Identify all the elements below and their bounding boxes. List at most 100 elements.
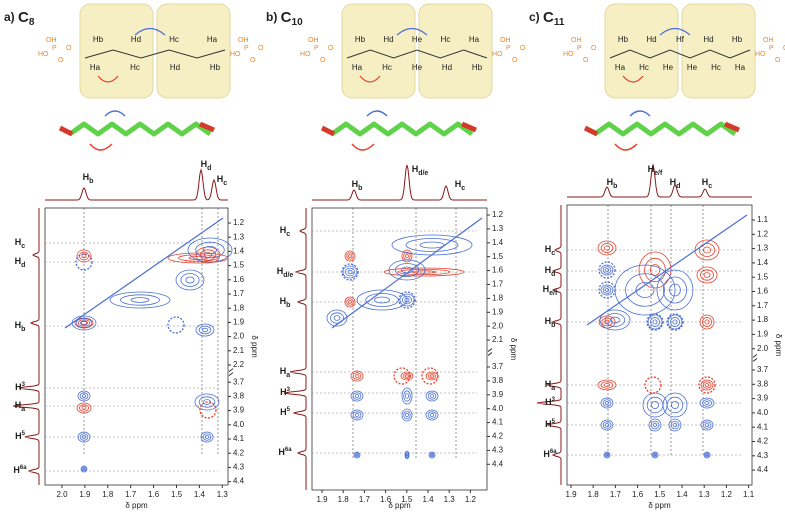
contour bbox=[702, 421, 712, 429]
peak-h: H bbox=[13, 465, 20, 475]
contour bbox=[429, 413, 435, 417]
peak-h: H bbox=[352, 179, 359, 189]
contour bbox=[638, 251, 672, 289]
contour bbox=[698, 243, 716, 257]
peak-sup: 5 bbox=[22, 431, 26, 437]
contour bbox=[405, 451, 409, 458]
y-tick-label: 1.2 bbox=[492, 210, 504, 219]
contour bbox=[350, 390, 364, 402]
phosphate-label: P bbox=[244, 45, 249, 52]
contour bbox=[600, 284, 614, 296]
contour bbox=[79, 404, 89, 412]
stick-end bbox=[583, 121, 740, 137]
x-tick-label: 1.6 bbox=[632, 490, 644, 499]
peak-label: Hc bbox=[217, 174, 228, 186]
nOe-arrow bbox=[97, 75, 119, 83]
contour bbox=[81, 406, 87, 410]
peak-h: H bbox=[702, 177, 709, 187]
contour bbox=[602, 266, 612, 274]
x-tick-label: 1.8 bbox=[102, 490, 114, 499]
contour bbox=[430, 453, 434, 457]
contour bbox=[326, 309, 348, 327]
spectrum-frame bbox=[566, 204, 753, 486]
axis-break bbox=[752, 353, 758, 362]
panel-label: a) C8 bbox=[4, 9, 35, 28]
contour bbox=[404, 374, 410, 378]
nOe-arrow bbox=[629, 110, 651, 117]
panel-label: b) C10 bbox=[266, 9, 303, 28]
y-tick-label: 4.3 bbox=[233, 463, 245, 472]
peak-label: Hd bbox=[201, 159, 212, 171]
contour bbox=[600, 397, 614, 409]
y-tick-label: 2.1 bbox=[233, 346, 245, 355]
phosphate-label: O bbox=[258, 45, 264, 52]
contour bbox=[342, 265, 358, 279]
phosphate-label: O bbox=[66, 45, 72, 52]
peak-label: Hb bbox=[83, 172, 94, 184]
peak-h: H bbox=[15, 400, 22, 410]
contour bbox=[702, 381, 712, 389]
peak-label: Hc bbox=[455, 179, 466, 191]
peak-h: H bbox=[545, 244, 552, 254]
proton-label: Hc bbox=[169, 35, 179, 44]
peak-h: H bbox=[545, 379, 552, 389]
contour bbox=[374, 296, 390, 304]
projection-trace bbox=[567, 163, 752, 198]
nOe-arrow bbox=[614, 143, 638, 151]
contour bbox=[602, 399, 612, 407]
contour bbox=[77, 319, 91, 327]
contour bbox=[81, 253, 87, 259]
peak-h: H bbox=[15, 256, 22, 266]
x-tick-label: 1.6 bbox=[380, 495, 392, 504]
y-tick-label: 1.5 bbox=[492, 252, 504, 261]
y-tick-label: 1.6 bbox=[492, 266, 504, 275]
y-tick-label: 4.0 bbox=[492, 404, 504, 413]
y-tick-label: 1.7 bbox=[492, 280, 504, 289]
contour bbox=[700, 269, 714, 281]
peak-sub: b bbox=[358, 185, 362, 192]
proton-label: Hc bbox=[130, 63, 140, 72]
contour bbox=[600, 381, 614, 389]
phosphate-label: O bbox=[250, 57, 256, 64]
peak-sub: d/e bbox=[283, 272, 293, 279]
proton-label: He bbox=[412, 63, 423, 72]
contour bbox=[662, 392, 688, 418]
peak-label: Hd bbox=[670, 177, 681, 189]
peak-sub: c bbox=[21, 243, 25, 250]
y-tick-label: 3.7 bbox=[492, 362, 504, 371]
contour bbox=[353, 451, 361, 459]
carbon-chain bbox=[84, 49, 226, 59]
peak-h: H bbox=[277, 266, 284, 276]
contour bbox=[647, 314, 663, 330]
y-tick-label: 2.0 bbox=[757, 344, 769, 353]
contour bbox=[81, 394, 87, 398]
y-tick-label: 1.2 bbox=[233, 218, 245, 227]
peak-h: H bbox=[545, 265, 552, 275]
contour bbox=[644, 257, 666, 283]
contour bbox=[610, 316, 620, 324]
y-tick-label: 2.1 bbox=[492, 335, 504, 344]
highlight-circle bbox=[646, 313, 664, 331]
x-axis-label: δ ppm bbox=[388, 501, 411, 510]
highlight-circle bbox=[666, 313, 684, 331]
phosphate-label: P bbox=[506, 45, 511, 52]
y-tick-label: 1.8 bbox=[757, 315, 769, 324]
y-tick-label: 1.9 bbox=[492, 307, 504, 316]
lipid-shade bbox=[681, 3, 756, 99]
peak-sup: 6a bbox=[20, 465, 27, 471]
contour bbox=[76, 402, 92, 414]
peak-label: H6a bbox=[278, 447, 292, 458]
lipid-shade bbox=[418, 3, 493, 99]
contour bbox=[200, 431, 214, 443]
peak-label: Hd bbox=[545, 265, 556, 277]
phosphate-label: O bbox=[783, 45, 785, 52]
phosphate-label: P bbox=[769, 45, 774, 52]
peak-sub: c bbox=[461, 185, 465, 192]
contour bbox=[696, 266, 718, 284]
y-tick-label: 1.8 bbox=[492, 294, 504, 303]
peak-h: H bbox=[280, 366, 287, 376]
contour bbox=[602, 286, 612, 294]
y-tick-label: 3.8 bbox=[233, 392, 245, 401]
contour bbox=[82, 467, 86, 471]
